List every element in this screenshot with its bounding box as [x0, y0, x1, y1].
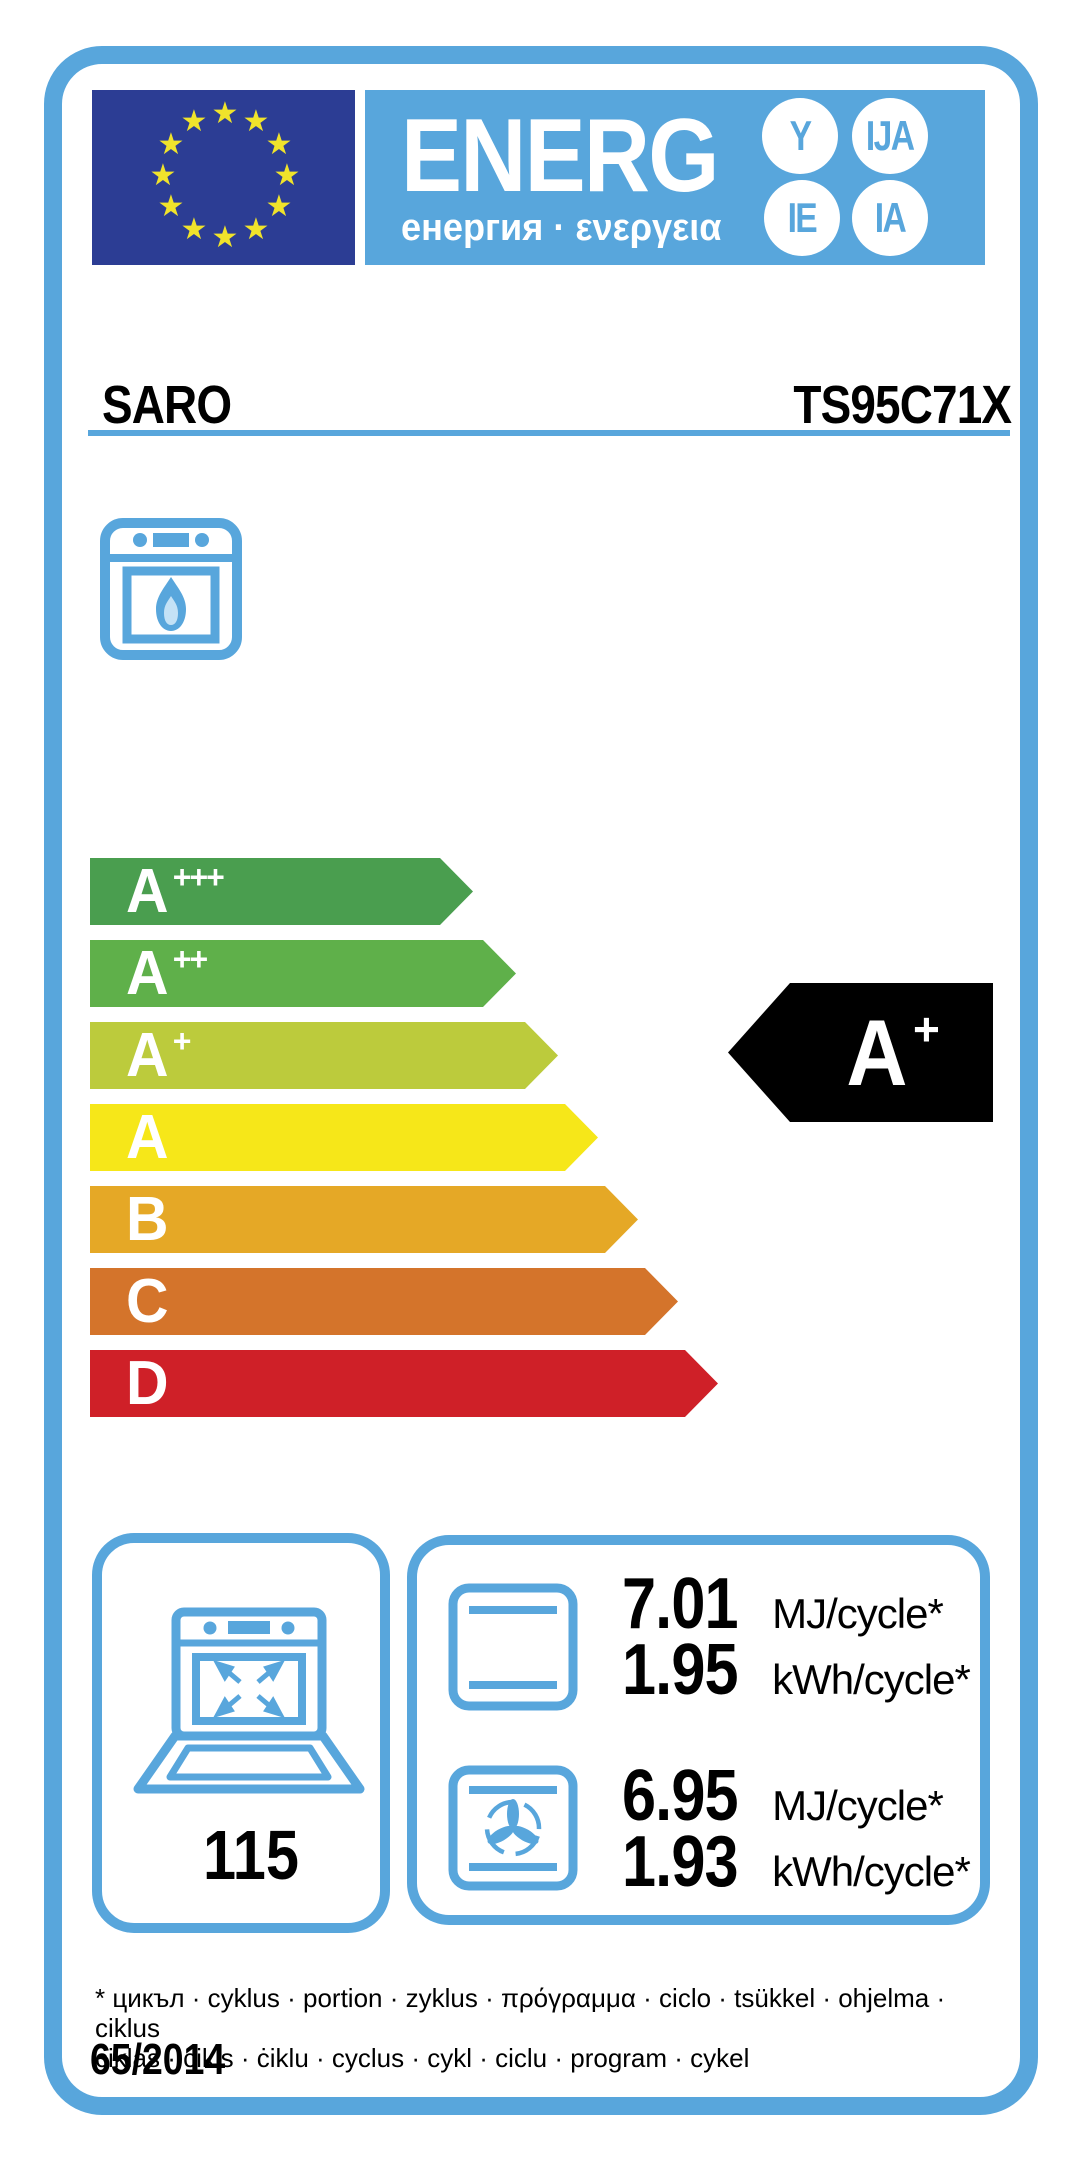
scale-bar-d: D — [90, 1350, 718, 1417]
eu-star-icon: ★ — [211, 221, 239, 254]
consumption-unit-mj: MJ/cycle* — [772, 1590, 944, 1637]
cycle-footnote: * цикъл · cyklus · portion · zyklus · πρ… — [95, 1983, 975, 2073]
conventional-consumption: 7.01 MJ/cycle* 1.95 kWh/cycle* — [622, 1564, 971, 1710]
scale-bar-a3plus: A +++ — [90, 858, 473, 925]
bar-letter: A — [126, 1020, 169, 1090]
bar-letter: C — [126, 1266, 169, 1336]
regulation-number: 65/2014 — [90, 2035, 226, 2084]
suffix-label: IA — [874, 194, 907, 241]
eu-flag: ★ ★ ★ ★ ★ ★ ★ ★ ★ ★ ★ ★ — [92, 90, 355, 265]
eu-star-icon: ★ — [242, 213, 270, 246]
eu-star-icon: ★ — [180, 213, 208, 246]
bar-plus: +++ — [172, 859, 223, 895]
energ-subtitle: енергия · ενεργεια — [401, 207, 722, 249]
footnote-line-2: ciklas · cikls · ċiklu · cyclus · cykl ·… — [95, 2043, 750, 2073]
consumption-value-kwh: 1.95 — [622, 1630, 739, 1710]
cavity-volume-box: 115 — [92, 1533, 390, 1933]
brand-name: SARO — [102, 375, 232, 435]
eu-star-icon: ★ — [242, 105, 270, 138]
bar-plus: + — [172, 1023, 190, 1059]
cavity-volume-value: 115 — [203, 1816, 299, 1894]
efficiency-scale: A +++ A ++ A + A B C D — [90, 858, 718, 1432]
scale-bar-a: A — [90, 1104, 598, 1171]
energ-logo-text: ENERG — [401, 98, 719, 214]
eu-star-icon: ★ — [157, 190, 185, 223]
suffix-circle-ie: IE — [764, 180, 840, 256]
scale-bar-b: B — [90, 1186, 638, 1253]
gas-oven-icon — [100, 518, 242, 660]
consumption-unit-kwh: kWh/cycle* — [772, 1656, 971, 1703]
scale-bar-aplus: A + — [90, 1022, 558, 1089]
consumption-row: 1.93 kWh/cycle* — [622, 1822, 971, 1902]
eu-star-icon: ★ — [211, 97, 239, 130]
fan-forced-icon — [448, 1765, 578, 1891]
eu-star-icon: ★ — [265, 128, 293, 161]
conventional-heating-icon — [448, 1583, 578, 1711]
label-border — [44, 46, 1038, 2115]
suffix-circle-y: Y — [762, 98, 838, 174]
consumption-row: 6.95 MJ/cycle* — [622, 1756, 970, 1836]
fan-forced-consumption: 6.95 MJ/cycle* 1.93 kWh/cycle* — [622, 1756, 971, 1902]
consumption-row: 1.95 kWh/cycle* — [622, 1630, 971, 1710]
bar-letter: D — [126, 1348, 169, 1418]
consumption-value-kwh: 1.93 — [622, 1822, 739, 1902]
scale-bar-c: C — [90, 1268, 678, 1335]
bar-letter: A — [126, 1102, 169, 1172]
footnote-line-1: * цикъл · cyklus · portion · zyklus · πρ… — [95, 1983, 946, 2043]
rating-plus: + — [913, 1002, 940, 1055]
model-number: TS95C71X — [793, 375, 1012, 435]
rating-arrow: A + — [728, 983, 993, 1122]
bar-letter: B — [126, 1184, 169, 1254]
bar-letter: A — [126, 856, 169, 926]
energ-banner: ENERG енергия · ενεργεια Y IJA IE IA — [365, 90, 985, 265]
suffix-label: Y — [789, 112, 812, 159]
brand-underline — [88, 430, 1010, 436]
energy-consumption-box: 7.01 MJ/cycle* 1.95 kWh/cycle* 6.95 MJ/c… — [407, 1535, 990, 1925]
consumption-unit-kwh: kWh/cycle* — [772, 1848, 971, 1895]
consumption-row: 7.01 MJ/cycle* — [622, 1564, 970, 1644]
bar-plus: ++ — [172, 941, 207, 977]
eu-star-icon: ★ — [273, 159, 301, 192]
consumption-value-mj: 7.01 — [622, 1564, 739, 1644]
consumption-unit-mj: MJ/cycle* — [772, 1782, 944, 1829]
eu-star-icon: ★ — [265, 190, 293, 223]
oven-volume-icon — [128, 1607, 368, 1803]
eu-star-icon: ★ — [180, 105, 208, 138]
bar-letter: A — [126, 938, 169, 1008]
scale-bar-a2plus: A ++ — [90, 940, 516, 1007]
eu-star-icon: ★ — [149, 159, 177, 192]
suffix-label: IE — [787, 194, 818, 241]
suffix-label: IJA — [866, 112, 915, 159]
rating-letter: A — [846, 999, 908, 1105]
eu-star-icon: ★ — [157, 128, 185, 161]
suffix-circle-ija: IJA — [852, 98, 928, 174]
consumption-value-mj: 6.95 — [622, 1756, 739, 1836]
suffix-circle-ia: IA — [852, 180, 928, 256]
